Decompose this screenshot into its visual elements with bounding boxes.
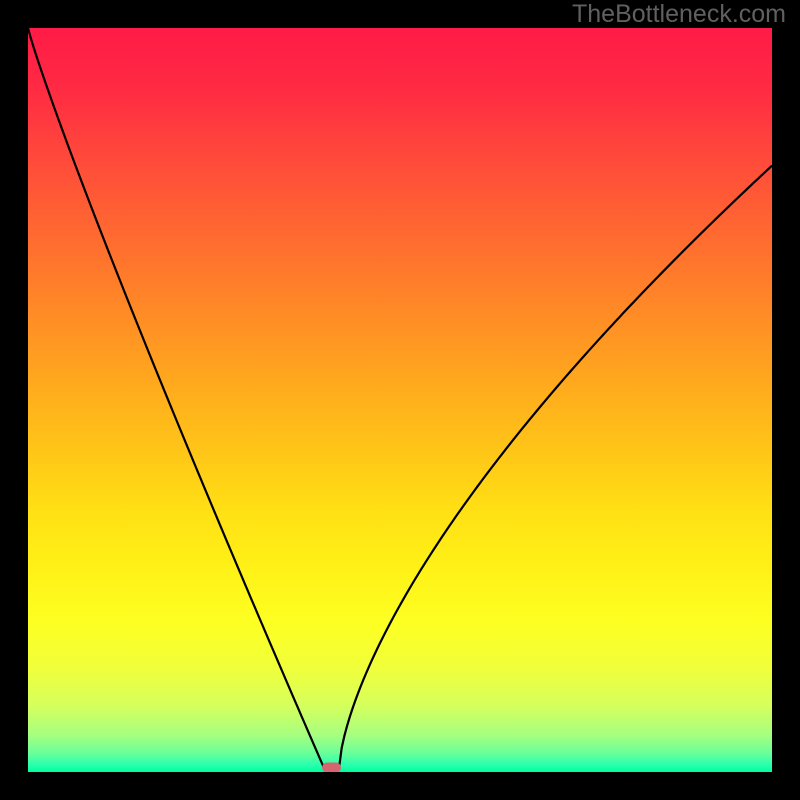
watermark-text: TheBottleneck.com: [572, 0, 786, 29]
plot-area: [28, 28, 772, 772]
bottleneck-chart: [28, 28, 772, 772]
gradient-background: [28, 28, 772, 772]
optimal-point-marker: [322, 763, 341, 772]
chart-container: TheBottleneck.com: [0, 0, 800, 800]
